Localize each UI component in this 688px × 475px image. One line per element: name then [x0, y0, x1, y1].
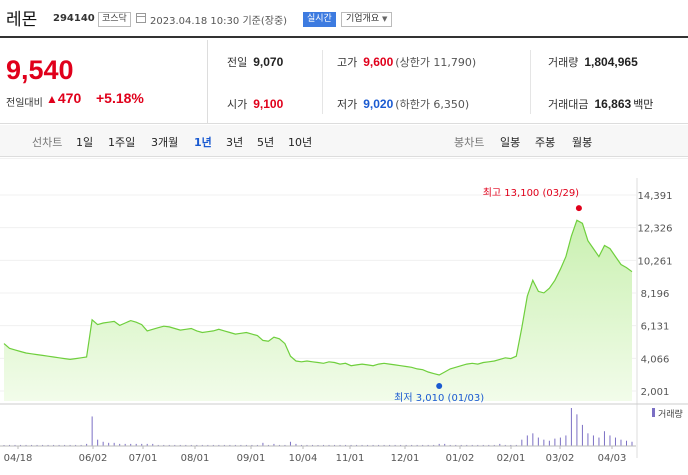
- low-label: 저가: [337, 98, 358, 111]
- amount-unit: 백만: [633, 98, 654, 111]
- tab-1d[interactable]: 1일: [76, 136, 94, 149]
- stock-code: 294140: [53, 13, 95, 24]
- change-percent: +5.18%: [96, 90, 144, 106]
- chart-tabs: 선차트 1일 1주일 3개월 1년 3년 5년 10년 봉차트 일봉 주봉 월봉: [0, 125, 688, 157]
- price-line: [3, 219, 633, 376]
- y-tick-label: 10,261: [638, 256, 673, 267]
- tab-5y[interactable]: 5년: [257, 136, 275, 149]
- change-value: ▲470: [46, 90, 81, 106]
- volume-legend-swatch: [652, 408, 655, 417]
- high-stat: 고가 9,600 (상한가 11,790): [337, 54, 476, 70]
- y-tick-label: 2,001: [641, 387, 670, 398]
- company-overview-button[interactable]: 기업개요 ▼: [341, 12, 393, 27]
- amount-stat: 거래대금 16,863 백만: [548, 96, 653, 112]
- stock-name: 레몬: [6, 10, 38, 30]
- x-tick-label: 12/01: [391, 453, 420, 464]
- x-tick-label: 07/01: [129, 453, 158, 464]
- price-area-fill: [4, 220, 632, 401]
- tab-daily[interactable]: 일봉: [500, 136, 521, 149]
- low-value: 9,020: [363, 97, 394, 111]
- y-tick-label: 4,066: [641, 354, 670, 365]
- lower-limit: (하한가 6,350): [395, 98, 470, 111]
- amount-label: 거래대금: [548, 98, 589, 111]
- change-amount: 470: [57, 90, 82, 106]
- chart-svg: 14,391 12,326 10,261 8,196 6,131 4,066 2,001 최고…: [0, 157, 688, 464]
- upper-limit: (상한가 11,790): [395, 56, 477, 69]
- datetime-value: 2023.04.18 10:30: [150, 16, 240, 27]
- high-label: 최고 13,100 (03/29): [483, 187, 579, 199]
- y-tick-label: 8,196: [641, 289, 670, 300]
- basis-text: 기준(장중): [242, 16, 288, 27]
- divider: [207, 40, 208, 124]
- low-label: 최저 3,010 (01/03): [394, 392, 484, 404]
- current-price: 9,540: [6, 55, 74, 85]
- candle-chart-label: 봉차트: [454, 136, 485, 149]
- company-overview-label: 기업개요: [346, 14, 380, 24]
- up-triangle-icon: ▲: [46, 92, 58, 106]
- x-tick-label: 04/03: [598, 453, 627, 464]
- amount-value: 16,863: [594, 97, 632, 111]
- price-chart[interactable]: 14,391 12,326 10,261 8,196 6,131 4,066 2,001 최고…: [0, 157, 688, 471]
- high-label: 고가: [337, 56, 358, 69]
- volume-label: 거래량: [548, 56, 579, 69]
- open-stat: 시가 9,100: [227, 96, 283, 112]
- x-tick-label: 01/02: [446, 453, 475, 464]
- tab-10y[interactable]: 10년: [288, 136, 313, 149]
- high-value: 9,600: [363, 55, 394, 69]
- line-chart-label: 선차트: [32, 136, 63, 149]
- change-label: 전일대비: [6, 98, 43, 109]
- x-tick-label: 11/01: [336, 453, 365, 464]
- datetime-text: 2023.04.18 10:30 기준(장중): [150, 12, 287, 27]
- y-tick-label: 6,131: [641, 322, 670, 333]
- x-tick-label: 08/01: [181, 453, 210, 464]
- calendar-icon: [136, 13, 146, 23]
- x-tick-label: 10/04: [289, 453, 318, 464]
- low-marker: [436, 383, 443, 390]
- y-tick-label: 14,391: [638, 191, 673, 202]
- volume-value: 1,804,965: [584, 55, 638, 69]
- open-value: 9,100: [253, 97, 284, 111]
- chevron-down-icon: ▼: [382, 15, 388, 23]
- low-stat: 저가 9,020 (하한가 6,350): [337, 96, 469, 112]
- prev-close-stat: 전일 9,070: [227, 54, 283, 70]
- high-marker: [575, 205, 582, 212]
- tab-3y[interactable]: 3년: [226, 136, 244, 149]
- tab-weekly[interactable]: 주봉: [535, 136, 556, 149]
- y-tick-label: 12,326: [638, 224, 673, 235]
- x-tick-label: 04/18: [4, 453, 33, 464]
- divider: [322, 50, 323, 114]
- volume-stat: 거래량 1,804,965: [548, 54, 638, 70]
- tab-3m[interactable]: 3개월: [151, 136, 179, 149]
- prev-close-label: 전일: [227, 56, 248, 69]
- open-label: 시가: [227, 98, 248, 111]
- realtime-button[interactable]: 실시간: [303, 12, 336, 27]
- x-tick-label: 06/02: [79, 453, 108, 464]
- price-summary: 9,540 전일대비 ▲470 +5.18% 전일 9,070 시가 9,100 고…: [0, 40, 688, 124]
- x-tick-label: 09/01: [237, 453, 266, 464]
- x-tick-label: 02/01: [497, 453, 526, 464]
- tab-1y[interactable]: 1년: [194, 136, 212, 149]
- x-tick-label: 03/02: [546, 453, 575, 464]
- volume-legend-label: 거래량: [658, 408, 683, 420]
- tab-monthly[interactable]: 월봉: [572, 136, 593, 149]
- prev-close-value: 9,070: [253, 55, 284, 69]
- market-badge: 코스닥: [98, 12, 131, 27]
- stock-header: 레몬 294140 코스닥 2023.04.18 10:30 기준(장중) 실시…: [0, 0, 688, 38]
- divider: [530, 50, 531, 114]
- tab-1w[interactable]: 1주일: [108, 136, 136, 149]
